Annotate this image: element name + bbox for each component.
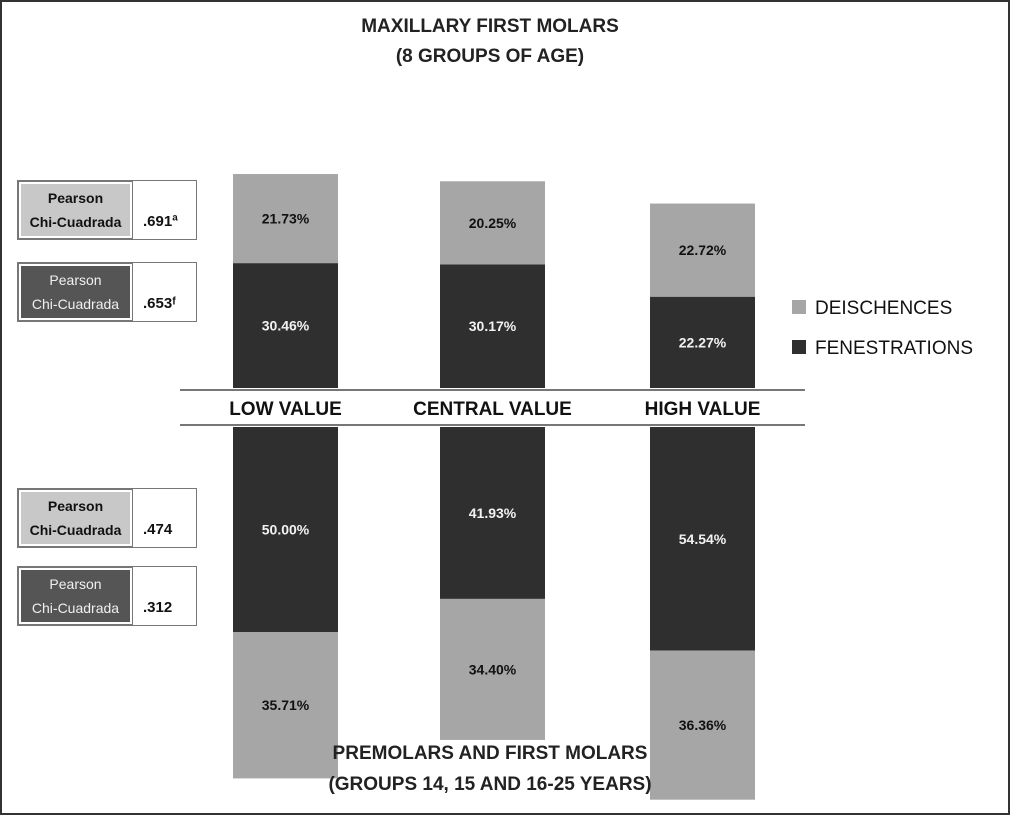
category-label-1: CENTRAL VALUE: [413, 399, 572, 420]
bottom-title-line-1: PREMOLARS AND FIRST MOLARS: [333, 743, 648, 764]
pearson-label-line-2: Chi-Cuadrada: [29, 522, 122, 538]
pearson-label: Pearson Chi-Cuadrada: [18, 263, 133, 321]
pearson-label-line-1: Pearson: [47, 498, 104, 514]
pearson-box-2: Pearson Chi-Cuadrada .474: [17, 488, 197, 548]
label-bottom-fenestrations-1: 41.93%: [469, 505, 517, 521]
pearson-label: Pearson Chi-Cuadrada: [18, 567, 133, 625]
label-top-deischences-1: 20.25%: [469, 215, 517, 231]
pearson-label-line-2: Chi-Cuadrada: [31, 600, 120, 616]
pearson-box-0: Pearson Chi-Cuadrada .691ª: [17, 180, 197, 240]
label-top-deischences-2: 22.72%: [679, 242, 727, 258]
bottom-panel-bars: 50.00% 35.71% 41.93% 34.40% 54.54% 36.36%: [233, 427, 755, 800]
bar-bottom-fenestrations-1: [440, 427, 545, 599]
label-bottom-fenestrations-0: 50.00%: [262, 522, 310, 538]
bar-bottom-deischences-2: [650, 650, 755, 800]
label-bottom-deischences-2: 36.36%: [679, 717, 727, 733]
bar-bottom-deischences-0: [233, 632, 338, 779]
pearson-label-line-2: Chi-Cuadrada: [31, 296, 120, 312]
legend-label-deischences: DEISCHENCES: [815, 298, 952, 319]
pearson-value: .691ª: [143, 213, 178, 230]
label-top-fenestrations-2: 22.27%: [679, 334, 727, 350]
legend-swatch-deischences: [792, 300, 806, 314]
bar-top-fenestrations-1: [440, 264, 545, 388]
label-bottom-deischences-1: 34.40%: [469, 661, 517, 677]
legend: DEISCHENCES FENESTRATIONS: [792, 298, 973, 359]
pearson-label-line-2: Chi-Cuadrada: [29, 214, 122, 230]
bar-top-deischences-1: [440, 181, 545, 265]
top-panel-bars: 30.46% 21.73% 30.17% 20.25% 22.27% 22.72%: [233, 174, 755, 388]
bar-bottom-deischences-1: [440, 598, 545, 740]
label-top-fenestrations-0: 30.46%: [262, 318, 310, 334]
legend-label-fenestrations: FENESTRATIONS: [815, 338, 973, 359]
category-label-0: LOW VALUE: [229, 399, 342, 420]
bar-bottom-fenestrations-2: [650, 427, 755, 651]
bar-bottom-fenestrations-0: [233, 427, 338, 632]
label-top-fenestrations-1: 30.17%: [469, 318, 517, 334]
bar-top-deischences-0: [233, 174, 338, 264]
label-bottom-deischences-0: 35.71%: [262, 697, 310, 713]
pearson-value: .653ᶠ: [143, 295, 176, 312]
bar-top-deischences-2: [650, 203, 755, 297]
bar-top-fenestrations-2: [650, 296, 755, 388]
pearson-box-3: Pearson Chi-Cuadrada .312: [17, 566, 197, 626]
pearson-value: .474: [143, 521, 173, 538]
pearson-label: Pearson Chi-Cuadrada: [18, 181, 133, 239]
category-label-2: HIGH VALUE: [645, 399, 761, 420]
top-title-line-1: MAXILLARY FIRST MOLARS: [361, 16, 619, 37]
category-labels: LOW VALUE CENTRAL VALUE HIGH VALUE: [229, 399, 760, 420]
pearson-label: Pearson Chi-Cuadrada: [18, 489, 133, 547]
pearson-box-1: Pearson Chi-Cuadrada .653ᶠ: [17, 262, 197, 322]
label-top-deischences-0: 21.73%: [262, 211, 310, 227]
legend-swatch-fenestrations: [792, 340, 806, 354]
bar-top-fenestrations-0: [233, 263, 338, 388]
pearson-value: .312: [143, 599, 173, 616]
pearson-label-line-1: Pearson: [47, 190, 104, 206]
pearson-label-line-1: Pearson: [49, 272, 102, 288]
top-title-line-2: (8 GROUPS OF AGE): [396, 46, 584, 67]
bottom-title-line-2: (GROUPS 14, 15 AND 16-25 YEARS): [328, 774, 651, 795]
label-bottom-fenestrations-2: 54.54%: [679, 531, 727, 547]
pearson-label-line-1: Pearson: [49, 576, 102, 592]
